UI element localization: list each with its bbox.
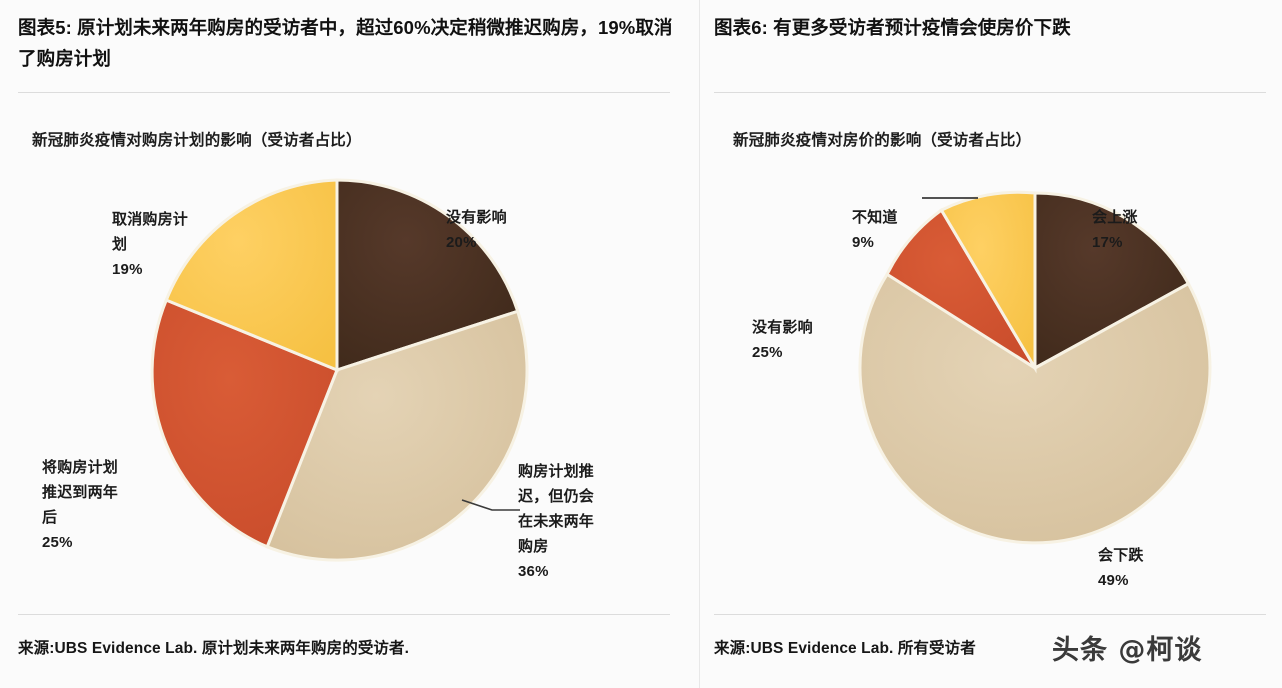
source-note-left: 来源:UBS Evidence Lab. 原计划未来两年购房的受访者. [18, 640, 410, 657]
source-note-right: 来源:UBS Evidence Lab. 所有受访者 [714, 640, 976, 657]
callout-cancelled: 取消购房计 划 19% [112, 211, 189, 278]
callout-delayed-within-two-years: 购房计划推 迟，但仍会 在未来两年 购房 36% [518, 463, 595, 580]
chart-6-subtitle: 新冠肺炎疫情对房价的影响（受访者占比） [733, 132, 1032, 149]
pie-slice-no-impact [335, 178, 520, 373]
callout-no-impact-6: 没有影响 25% [752, 319, 813, 361]
divider-bottom-right [714, 614, 1266, 615]
pie-slice-delayed-within-two-years [265, 309, 529, 562]
callout-price-down: 会下跌 49% [1098, 547, 1144, 589]
callout-delayed-beyond-two-years: 将购房计划 推迟到两年 后 25% [42, 459, 119, 551]
divider-bottom-left [18, 614, 670, 615]
pie-slice-delayed-beyond-two-years [150, 298, 339, 549]
leader-line-36 [461, 499, 520, 511]
pie-slice-dont-know [939, 190, 1037, 374]
watermark: 头条 @柯谈 [1052, 635, 1203, 666]
pie-slice-price-down [858, 272, 1212, 545]
callout-dont-know: 不知道 9% [852, 209, 898, 251]
pie-slice-cancelled [164, 178, 339, 373]
divider-top-left [18, 92, 670, 93]
callout-price-up: 会上涨 17% [1092, 209, 1138, 251]
panel-5-title: 图表5: 原计划未来两年购房的受访者中，超过60%决定稍微推迟购房，19%取消了… [18, 17, 673, 69]
pie-chart-5 [150, 178, 529, 562]
pie-chart-6 [858, 190, 1212, 545]
pie-slice-price-up [1033, 191, 1191, 371]
callout-no-impact: 没有影响 20% [446, 209, 507, 251]
panel-divider [699, 0, 700, 688]
panel-6-title: 图表6: 有更多受访者预计疫情会使房价下跌 [714, 17, 1071, 38]
divider-top-right [714, 92, 1266, 93]
chart-5-subtitle: 新冠肺炎疫情对购房计划的影响（受访者占比） [32, 132, 362, 149]
panel-chart-5: 图表5: 原计划未来两年购房的受访者中，超过60%决定稍微推迟购房，19%取消了… [18, 17, 673, 69]
panel-chart-6: 图表6: 有更多受访者预计疫情会使房价下跌 [700, 0, 1282, 688]
